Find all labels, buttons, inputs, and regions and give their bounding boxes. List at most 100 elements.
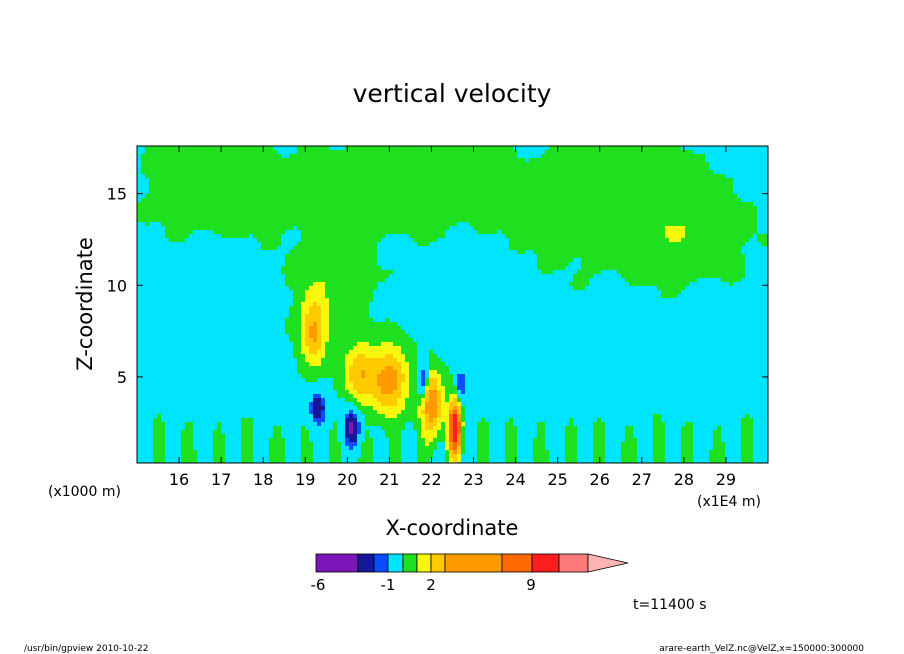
contour-cell	[481, 250, 485, 254]
contour-cell	[265, 178, 269, 182]
contour-cell	[153, 202, 157, 206]
contour-cell	[405, 158, 409, 162]
contour-cell	[309, 150, 313, 154]
contour-cell	[629, 182, 633, 186]
contour-cell	[493, 158, 497, 162]
contour-cell	[721, 250, 725, 254]
contour-cell	[593, 226, 597, 230]
contour-cell	[377, 234, 381, 238]
contour-cell	[393, 254, 397, 258]
contour-cell	[453, 158, 457, 162]
contour-cell	[241, 230, 245, 234]
contour-cell	[465, 146, 469, 150]
contour-cell	[653, 190, 657, 194]
contour-cell	[425, 250, 429, 254]
contour-cell	[617, 190, 621, 194]
contour-cell	[241, 270, 245, 274]
contour-cell	[241, 218, 245, 222]
contour-cell	[629, 210, 633, 214]
contour-cell	[357, 190, 361, 194]
contour-cell	[305, 194, 309, 198]
contour-cell	[205, 254, 209, 258]
contour-cell	[405, 154, 409, 158]
contour-cell	[501, 166, 505, 170]
contour-cell	[613, 186, 617, 190]
contour-cell	[241, 186, 245, 190]
contour-cell	[617, 254, 621, 258]
contour-cell	[457, 222, 461, 226]
contour-cell	[253, 170, 257, 174]
contour-cell	[401, 178, 405, 182]
contour-cell	[601, 166, 605, 170]
contour-cell	[477, 254, 481, 258]
contour-cell	[177, 270, 181, 274]
contour-cell	[721, 158, 725, 162]
contour-cell	[141, 190, 145, 194]
contour-cell	[617, 246, 621, 250]
contour-cell	[325, 198, 329, 202]
contour-cell	[357, 182, 361, 186]
contour-cell	[205, 202, 209, 206]
contour-cell	[729, 218, 733, 222]
contour-cell	[673, 150, 677, 154]
contour-cell	[437, 246, 441, 250]
contour-cell	[277, 146, 281, 150]
contour-cell	[601, 222, 605, 226]
contour-cell	[209, 254, 213, 258]
contour-cell	[233, 270, 237, 274]
contour-cell	[545, 170, 549, 174]
contour-cell	[169, 218, 173, 222]
contour-cell	[545, 242, 549, 246]
contour-cell	[381, 186, 385, 190]
contour-cell	[617, 170, 621, 174]
contour-cell	[565, 222, 569, 226]
contour-cell	[489, 162, 493, 166]
contour-cell	[245, 270, 249, 274]
contour-cell	[329, 194, 333, 198]
contour-cell	[417, 146, 421, 150]
contour-cell	[189, 178, 193, 182]
contour-cell	[297, 186, 301, 190]
contour-cell	[597, 162, 601, 166]
contour-cell	[457, 266, 461, 270]
contour-cell	[449, 214, 453, 218]
contour-cell	[281, 230, 285, 234]
contour-cell	[737, 226, 741, 230]
contour-cell	[681, 190, 685, 194]
contour-cell	[621, 266, 625, 270]
contour-cell	[437, 174, 441, 178]
contour-cell	[277, 266, 281, 270]
contour-cell	[181, 270, 185, 274]
contour-cell	[713, 266, 717, 270]
contour-cell	[221, 206, 225, 210]
contour-cell	[721, 154, 725, 158]
contour-cell	[381, 262, 385, 266]
contour-cell	[169, 158, 173, 162]
contour-cell	[609, 238, 613, 242]
contour-cell	[597, 178, 601, 182]
contour-cell	[401, 246, 405, 250]
contour-cell	[721, 202, 725, 206]
contour-cell	[685, 218, 689, 222]
contour-cell	[197, 218, 201, 222]
contour-cell	[713, 258, 717, 262]
contour-cell	[517, 190, 521, 194]
contour-cell	[677, 182, 681, 186]
contour-cell	[429, 270, 433, 274]
contour-cell	[177, 178, 181, 182]
contour-cell	[485, 230, 489, 234]
contour-cell	[141, 202, 145, 206]
contour-cell	[277, 234, 281, 238]
contour-cell	[277, 182, 281, 186]
contour-cell	[173, 146, 177, 150]
contour-cell	[201, 186, 205, 190]
contour-cell	[637, 242, 641, 246]
contour-cell	[309, 206, 313, 210]
contour-cell	[349, 254, 353, 258]
contour-cell	[233, 210, 237, 214]
contour-cell	[569, 230, 573, 234]
contour-cell	[137, 270, 141, 274]
contour-cell	[393, 194, 397, 198]
contour-cell	[189, 198, 193, 202]
contour-cell	[377, 250, 381, 254]
